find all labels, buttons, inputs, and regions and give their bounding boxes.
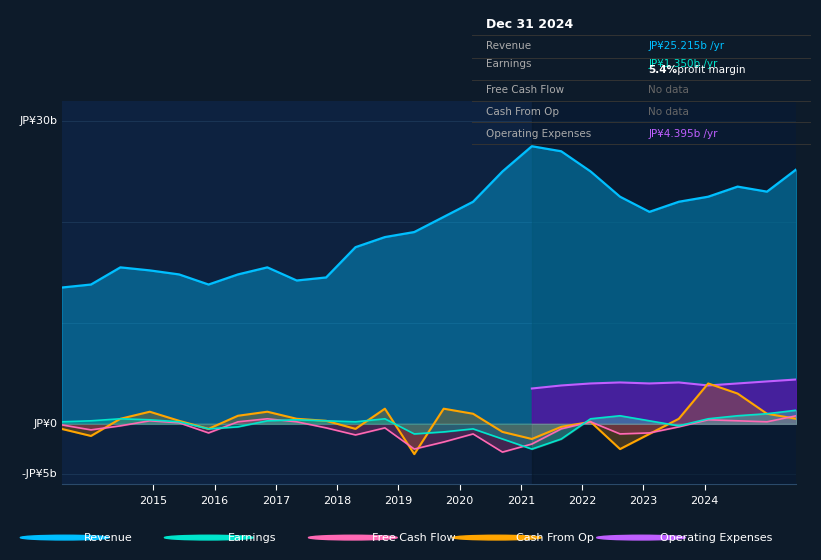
Text: JP¥0: JP¥0 xyxy=(33,419,57,429)
Text: Free Cash Flow: Free Cash Flow xyxy=(486,85,564,95)
Text: JP¥30b: JP¥30b xyxy=(19,116,57,126)
Bar xyxy=(532,101,821,484)
Text: Earnings: Earnings xyxy=(486,59,531,69)
Text: profit margin: profit margin xyxy=(674,65,745,74)
Text: JP¥25.215b /yr: JP¥25.215b /yr xyxy=(649,41,724,51)
Text: 5.4%: 5.4% xyxy=(649,65,677,74)
Text: No data: No data xyxy=(649,106,690,116)
Text: Operating Expenses: Operating Expenses xyxy=(486,129,591,139)
Text: Earnings: Earnings xyxy=(228,533,277,543)
Circle shape xyxy=(309,535,397,540)
Text: Cash From Op: Cash From Op xyxy=(516,533,594,543)
Circle shape xyxy=(164,535,253,540)
Text: Operating Expenses: Operating Expenses xyxy=(660,533,773,543)
Text: Revenue: Revenue xyxy=(486,41,530,51)
Circle shape xyxy=(597,535,686,540)
Circle shape xyxy=(21,535,109,540)
Text: Free Cash Flow: Free Cash Flow xyxy=(372,533,456,543)
Circle shape xyxy=(452,535,541,540)
Text: Dec 31 2024: Dec 31 2024 xyxy=(486,18,573,31)
Text: -JP¥5b: -JP¥5b xyxy=(21,469,57,479)
Text: JP¥4.395b /yr: JP¥4.395b /yr xyxy=(649,129,718,139)
Text: Revenue: Revenue xyxy=(84,533,133,543)
Text: Cash From Op: Cash From Op xyxy=(486,106,558,116)
Text: No data: No data xyxy=(649,85,690,95)
Text: JP¥1.350b /yr: JP¥1.350b /yr xyxy=(649,59,718,69)
